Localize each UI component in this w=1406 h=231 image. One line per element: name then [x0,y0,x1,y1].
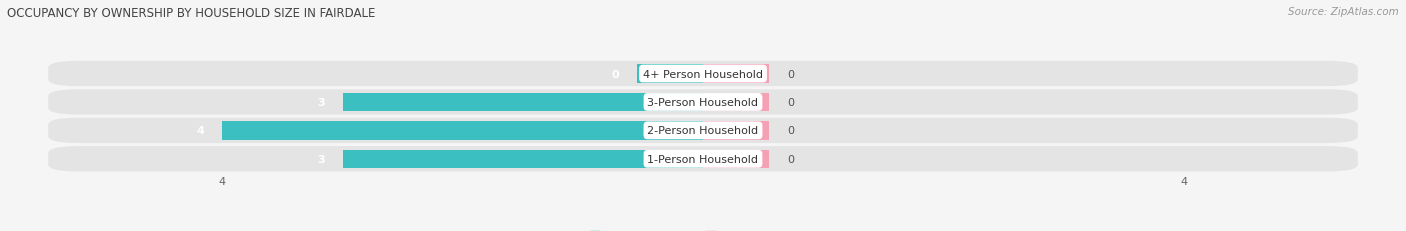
Bar [222,122,703,140]
Text: 0: 0 [787,69,794,79]
Bar [703,150,769,168]
FancyBboxPatch shape [48,146,1358,172]
Text: 0: 0 [787,97,794,107]
Bar [343,93,703,112]
FancyBboxPatch shape [48,118,1358,143]
Text: 0: 0 [612,69,619,79]
Text: OCCUPANCY BY OWNERSHIP BY HOUSEHOLD SIZE IN FAIRDALE: OCCUPANCY BY OWNERSHIP BY HOUSEHOLD SIZE… [7,7,375,20]
Text: 3: 3 [316,154,325,164]
Text: 0: 0 [787,154,794,164]
Text: 4+ Person Household: 4+ Person Household [643,69,763,79]
Bar [343,150,703,168]
Text: Source: ZipAtlas.com: Source: ZipAtlas.com [1288,7,1399,17]
Bar [703,122,769,140]
Text: 3: 3 [316,97,325,107]
Text: 1-Person Household: 1-Person Household [648,154,758,164]
Bar [637,65,703,83]
Text: 3-Person Household: 3-Person Household [648,97,758,107]
Bar [703,93,769,112]
Text: 0: 0 [787,126,794,136]
FancyBboxPatch shape [48,62,1358,87]
FancyBboxPatch shape [48,90,1358,115]
Text: 4: 4 [197,126,204,136]
Text: 2-Person Household: 2-Person Household [647,126,759,136]
Bar [703,65,769,83]
